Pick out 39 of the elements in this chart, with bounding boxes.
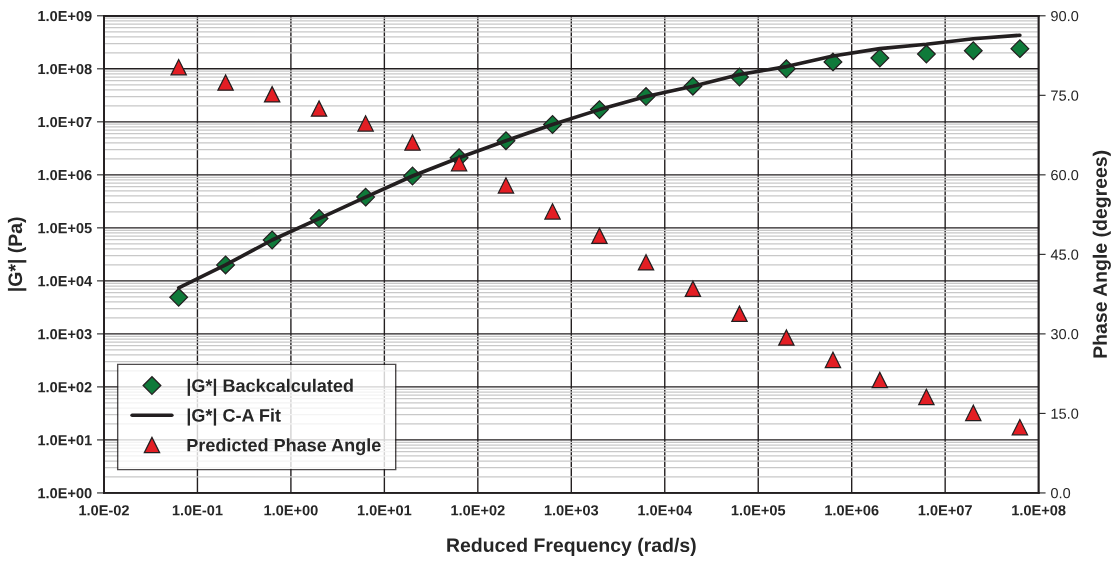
y2-tick-label: 30.0 xyxy=(1050,328,1079,340)
y-tick-label: 1.0E+03 xyxy=(38,328,92,340)
x-tick-label: 1.0E+00 xyxy=(264,505,318,516)
legend-label: Predicted Phase Angle xyxy=(187,438,381,456)
x-tick-label: 1.0E+01 xyxy=(357,505,412,516)
y2-tick-label: 15.0 xyxy=(1051,408,1079,419)
y-tick-label: 1.0E+04 xyxy=(38,275,93,287)
y-tick-label: 1.0E+08 xyxy=(38,63,92,75)
x-tick-label: 1.0E+03 xyxy=(544,505,599,516)
y2-tick-label: 60.0 xyxy=(1051,169,1079,181)
y2-tick-label: 90.0 xyxy=(1051,10,1079,22)
x-tick-label: 1.0E+02 xyxy=(451,505,505,516)
y-tick-label: 1.0E+06 xyxy=(38,169,92,181)
x-axis-title: Reduced Frequency (rad/s) xyxy=(447,537,696,556)
x-tick-label: 1.0E-01 xyxy=(172,505,223,516)
y-tick-label: 1.0E+00 xyxy=(38,488,92,499)
y2-tick-label: 0.0 xyxy=(1051,488,1071,499)
legend-label: |G*| Backcalculated xyxy=(187,378,353,396)
y2-tick-label: 75.0 xyxy=(1051,90,1079,101)
x-tick-label: 1.0E-02 xyxy=(79,505,129,516)
x-tick-label: 1.0E+08 xyxy=(1012,505,1066,516)
x-tick-label: 1.0E+07 xyxy=(918,505,972,516)
point xyxy=(963,41,983,61)
y-tick-label: 1.0E+07 xyxy=(38,116,92,128)
x-tick-label: 1.0E+04 xyxy=(638,505,693,516)
x-tick-label: 1.0E+05 xyxy=(731,505,786,516)
point xyxy=(1010,39,1030,59)
legend-label: |G*| C-A Fit xyxy=(187,408,281,426)
y2-axis-title: Phase Angle (degrees) xyxy=(1092,150,1111,358)
point xyxy=(870,48,890,68)
y-tick-label: 1.0E+02 xyxy=(38,382,92,393)
y-axis-title: |G*| (Pa) xyxy=(7,217,27,291)
y-tick-label: 1.0E+09 xyxy=(38,10,92,22)
y2-tick-label: 45.0 xyxy=(1050,249,1079,260)
point xyxy=(916,44,936,64)
y-tick-label: 1.0E+05 xyxy=(38,222,92,234)
point xyxy=(169,287,189,307)
y-tick-label: 1.0E+01 xyxy=(38,435,92,446)
x-tick-label: 1.0E+06 xyxy=(825,505,879,516)
